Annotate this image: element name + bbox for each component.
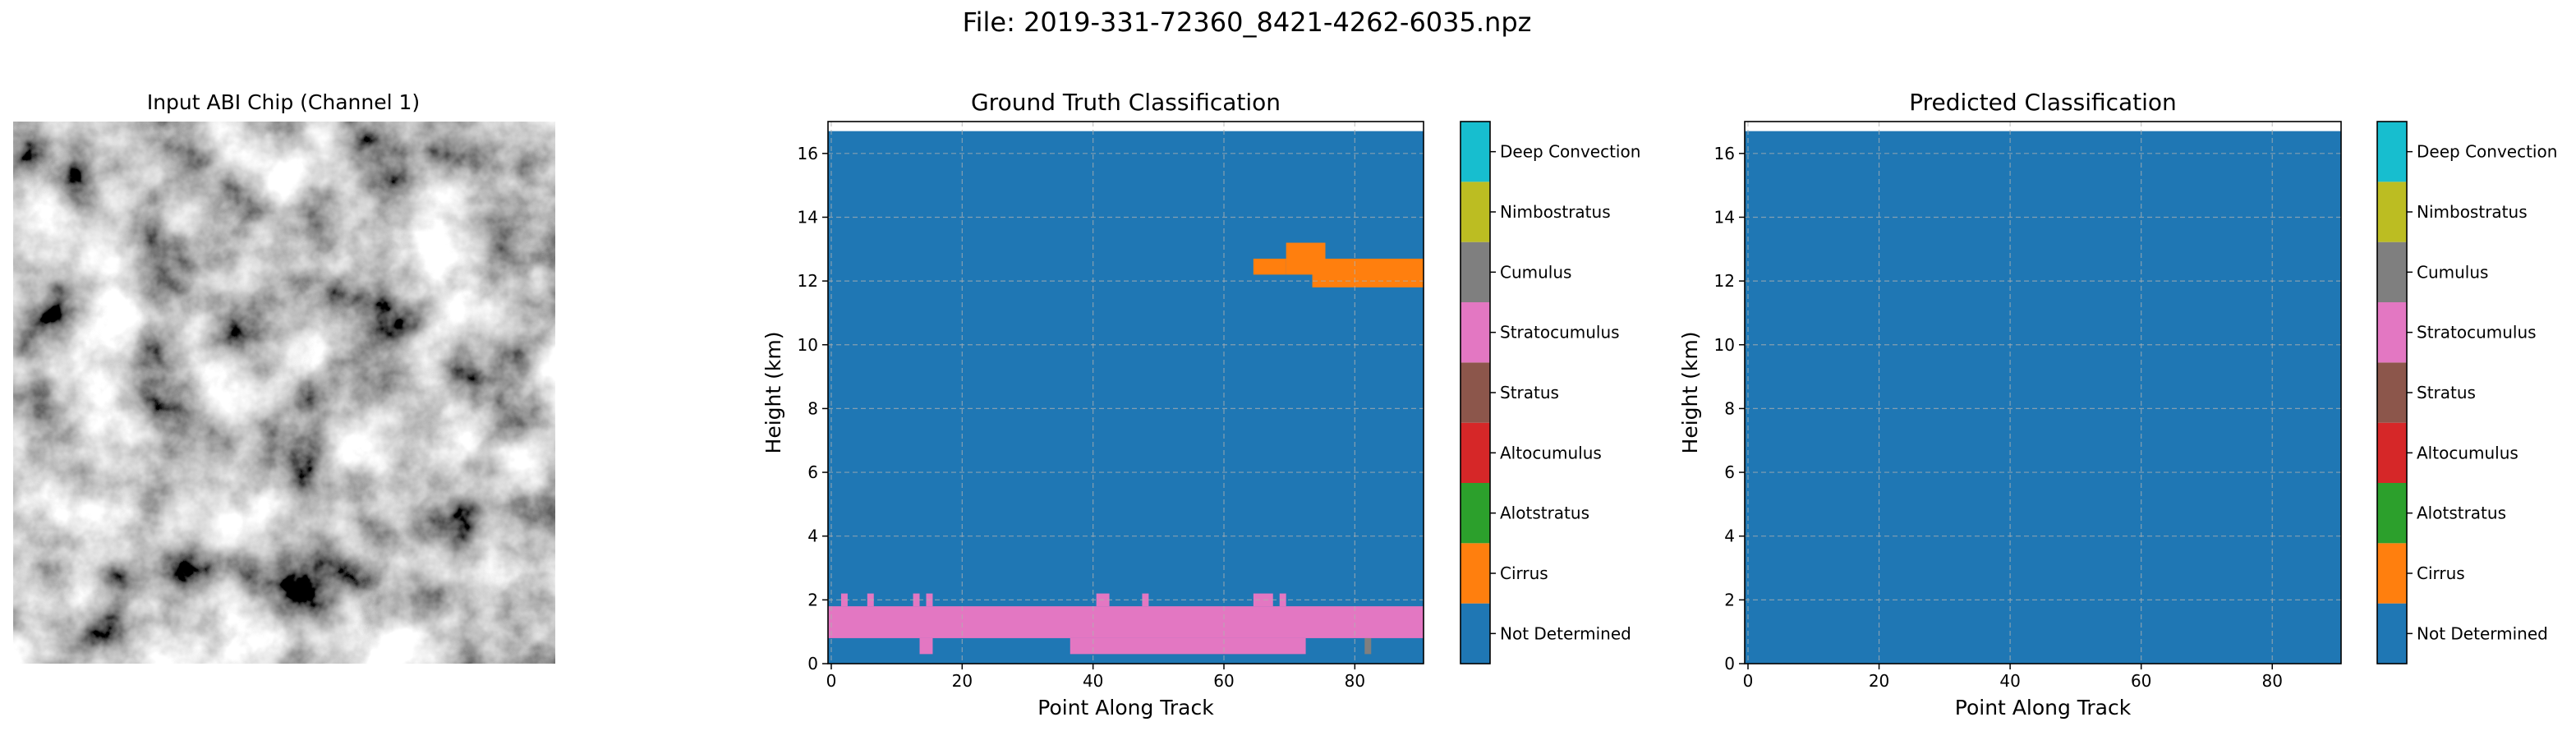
y-tick-label: 0 [1724, 654, 1735, 674]
colorbar-label: Cirrus [1500, 563, 1548, 583]
ground-truth-panel: 0 20 40 60 80 0 2 4 6 8 10 12 14 16 Ground Truth Class… [761, 89, 1640, 720]
background-class-field [828, 131, 1424, 664]
colorbar-label: Alotstratus [1500, 503, 1589, 523]
colorbar-segment-cumulus [1460, 241, 1490, 302]
chart-title: Predicted Classification [1909, 89, 2177, 116]
x-tick-label: 40 [1083, 671, 1103, 691]
x-axis-label: Point Along Track [1955, 696, 2132, 720]
region-stratocumulus [828, 606, 1424, 638]
colorbar-segment-deep_convection [1460, 122, 1490, 182]
colorbar-label: Deep Convection [1500, 142, 1640, 162]
x-tick-label: 80 [2262, 671, 2283, 691]
colorbar-label: Stratocumulus [2417, 323, 2537, 343]
y-tick-label: 0 [807, 654, 818, 674]
x-tick-label: 0 [1743, 671, 1754, 691]
y-tick-label: 6 [807, 462, 818, 482]
y-tick-label: 12 [1714, 271, 1735, 291]
colorbar-frame [2376, 121, 2408, 664]
colorbar-label: Not Determined [2417, 623, 2548, 643]
colorbar-segment-deep_convection [2377, 122, 2407, 182]
input-panel-title: Input ABI Chip (Channel 1) [147, 90, 420, 114]
region-stratocumulus [840, 593, 848, 607]
colorbar-label: Altocumulus [2417, 443, 2518, 462]
colorbar-segment-alotstratus [1460, 483, 1490, 544]
colorbar-segment-altocumulus [2377, 422, 2407, 483]
colorbar-segment-alotstratus [2377, 483, 2407, 544]
y-tick-label: 16 [1714, 144, 1735, 163]
x-tick-label: 60 [2131, 671, 2151, 691]
colorbar-label: Not Determined [1500, 623, 1631, 643]
x-tick-label: 80 [1345, 671, 1365, 691]
y-tick-label: 10 [1714, 335, 1735, 355]
colorbar-label: Stratus [2417, 383, 2476, 402]
colorbar-label: Nimbostratus [1500, 202, 1611, 222]
figure-suptitle: File: 2019-331-72360_8421-4262-6035.npz [963, 7, 1532, 38]
x-tick-label: 40 [1999, 671, 2020, 691]
region-cumulus [1364, 637, 1372, 655]
colorbar-label: Cumulus [1500, 262, 1571, 282]
colorbar-label: Stratocumulus [1500, 323, 1620, 343]
y-axis-label: Height (km) [761, 332, 785, 454]
colorbar-segment-stratocumulus [2377, 302, 2407, 363]
y-tick-label: 4 [1724, 526, 1735, 546]
plot-frame [1744, 121, 2342, 664]
colorbar-segment-nimbostratus [1460, 182, 1490, 242]
region-cirrus [1312, 258, 1424, 287]
y-tick-label: 12 [798, 271, 818, 291]
colorbar-segment-not_determined [1460, 603, 1490, 664]
x-tick-label: 20 [952, 671, 973, 691]
y-tick-label: 14 [1714, 207, 1735, 227]
x-tick-label: 0 [826, 671, 837, 691]
y-tick-label: 8 [807, 398, 818, 418]
colorbar-segment-stratus [2377, 362, 2407, 423]
x-tick-label: 60 [1213, 671, 1234, 691]
input-panel: Input ABI Chip (Channel 1) [13, 90, 555, 664]
colorbar-segment-not_determined [2377, 603, 2407, 664]
colorbar-segment-cumulus [2377, 241, 2407, 302]
y-tick-label: 8 [1724, 398, 1735, 418]
region-stratocumulus [913, 593, 920, 607]
y-tick-label: 16 [798, 144, 818, 163]
abi-chip-image [13, 122, 555, 664]
y-tick-label: 2 [1724, 590, 1735, 609]
colorbar-segment-nimbostratus [2377, 182, 2407, 242]
colorbar-segment-stratocumulus [1460, 302, 1490, 363]
background-class-field [1745, 131, 2341, 664]
y-tick-label: 10 [798, 335, 818, 355]
predicted-panel: 0 20 40 60 80 0 2 4 6 8 10 12 14 16 Predicted Classifi… [1678, 89, 2557, 720]
colorbar-segment-stratus [1460, 362, 1490, 423]
colorbar-label: Alotstratus [2417, 503, 2506, 523]
colorbar-label: Altocumulus [1500, 443, 1602, 462]
y-tick-label: 14 [798, 207, 818, 227]
colorbar-label: Cirrus [2417, 563, 2465, 583]
colorbar-label: Cumulus [2417, 262, 2488, 282]
region-stratocumulus [1253, 593, 1273, 607]
colorbar-label: Stratus [1500, 383, 1559, 402]
region-stratocumulus [919, 637, 933, 655]
region-cirrus [1253, 258, 1286, 275]
colorbar-segment-cirrus [1460, 543, 1490, 604]
chart-title: Ground Truth Classification [971, 89, 1281, 116]
y-tick-label: 4 [807, 526, 818, 546]
region-stratocumulus [1070, 637, 1306, 655]
region-stratocumulus [1142, 593, 1149, 607]
colorbar-segment-cirrus [2377, 543, 2407, 604]
y-tick-label: 6 [1724, 462, 1735, 482]
y-axis-label: Height (km) [1678, 332, 1702, 454]
y-tick-label: 2 [807, 590, 818, 609]
x-axis-label: Point Along Track [1037, 696, 1214, 720]
colorbar-label: Deep Convection [2417, 142, 2557, 162]
plot-frame [827, 121, 1424, 664]
x-tick-label: 20 [1869, 671, 1889, 691]
colorbar-label: Nimbostratus [2417, 202, 2528, 222]
colorbar-segment-altocumulus [1460, 422, 1490, 483]
colorbar-frame [1460, 121, 1491, 664]
